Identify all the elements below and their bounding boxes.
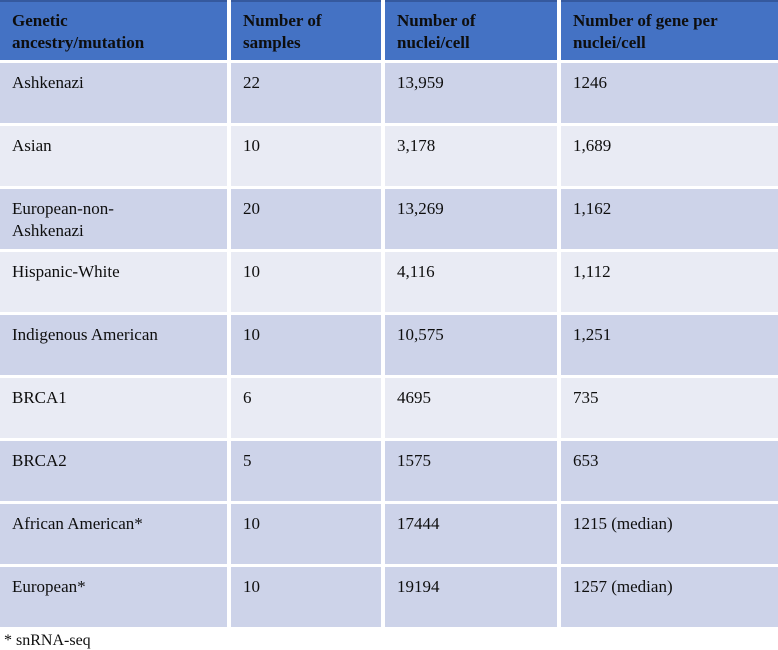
cell-nuclei: 1575	[385, 441, 557, 501]
cell-samples: 22	[231, 63, 381, 123]
cell-nuclei: 10,575	[385, 315, 557, 375]
header-cell-samples: Number of samples	[231, 0, 381, 60]
cell-samples: 10	[231, 315, 381, 375]
cell-samples: 20	[231, 189, 381, 249]
cell-genes: 735	[561, 378, 778, 438]
cell-genes: 1246	[561, 63, 778, 123]
cell-genes: 1215 (median)	[561, 504, 778, 564]
cell-genes: 1,689	[561, 126, 778, 186]
cell-ancestry: BRCA2	[0, 441, 227, 501]
cell-genes: 1,251	[561, 315, 778, 375]
cell-samples: 10	[231, 567, 381, 627]
cell-samples: 10	[231, 252, 381, 312]
cell-nuclei: 4695	[385, 378, 557, 438]
cell-ancestry: Hispanic-White	[0, 252, 227, 312]
cell-genes: 1,162	[561, 189, 778, 249]
cell-genes: 1257 (median)	[561, 567, 778, 627]
cell-ancestry: European*	[0, 567, 227, 627]
cell-genes: 1,112	[561, 252, 778, 312]
cell-ancestry: African American*	[0, 504, 227, 564]
cell-ancestry: Indigenous American	[0, 315, 227, 375]
cell-nuclei: 3,178	[385, 126, 557, 186]
cell-nuclei: 13,959	[385, 63, 557, 123]
cell-nuclei: 4,116	[385, 252, 557, 312]
cell-ancestry: BRCA1	[0, 378, 227, 438]
cell-nuclei: 17444	[385, 504, 557, 564]
cell-genes: 653	[561, 441, 778, 501]
cell-ancestry: Asian	[0, 126, 227, 186]
cell-nuclei: 13,269	[385, 189, 557, 249]
cell-ancestry: European-non- Ashkenazi	[0, 189, 227, 249]
header-cell-ancestry: Genetic ancestry/mutation	[0, 0, 227, 60]
cell-samples: 5	[231, 441, 381, 501]
header-cell-genes: Number of gene per nuclei/cell	[561, 0, 778, 60]
cell-samples: 10	[231, 126, 381, 186]
cell-samples: 10	[231, 504, 381, 564]
header-cell-nuclei: Number of nuclei/cell	[385, 0, 557, 60]
table-footnote: * snRNA-seq	[4, 632, 91, 649]
cell-ancestry: Ashkenazi	[0, 63, 227, 123]
cell-nuclei: 19194	[385, 567, 557, 627]
ancestry-sample-table: Genetic ancestry/mutation Number of sampl…	[0, 0, 778, 627]
cell-samples: 6	[231, 378, 381, 438]
